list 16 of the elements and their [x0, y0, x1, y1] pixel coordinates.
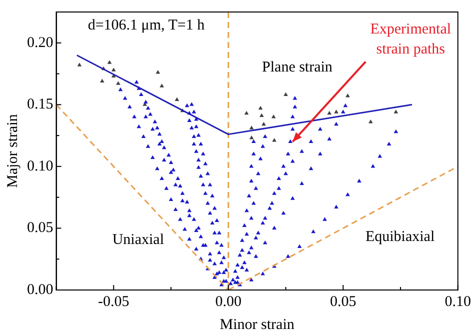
annotation: Plane strain: [262, 60, 333, 76]
y-tick-label: 0.00: [27, 282, 54, 298]
annotation: Experimental strain paths: [370, 22, 452, 58]
x-tick-label: 0.10: [444, 294, 471, 310]
y-axis-title: Major strain: [4, 114, 21, 188]
y-tick-label: 0.20: [27, 34, 54, 51]
annotation: d=106.1 μm, T=1 h: [88, 18, 206, 34]
y-tick-label: 0.05: [27, 220, 54, 236]
x-tick-label: 0.00: [215, 294, 242, 310]
annotation: Equibiaxial: [365, 229, 435, 246]
annotation: Uniaxial: [112, 232, 164, 248]
y-tick-label: 0.15: [27, 96, 54, 113]
x-tick-label: -0.05: [98, 294, 130, 310]
y-tick-label: 0.10: [27, 158, 54, 174]
x-tick-label: 0.05: [330, 294, 356, 310]
x-axis-title: Minor strain: [220, 316, 295, 333]
